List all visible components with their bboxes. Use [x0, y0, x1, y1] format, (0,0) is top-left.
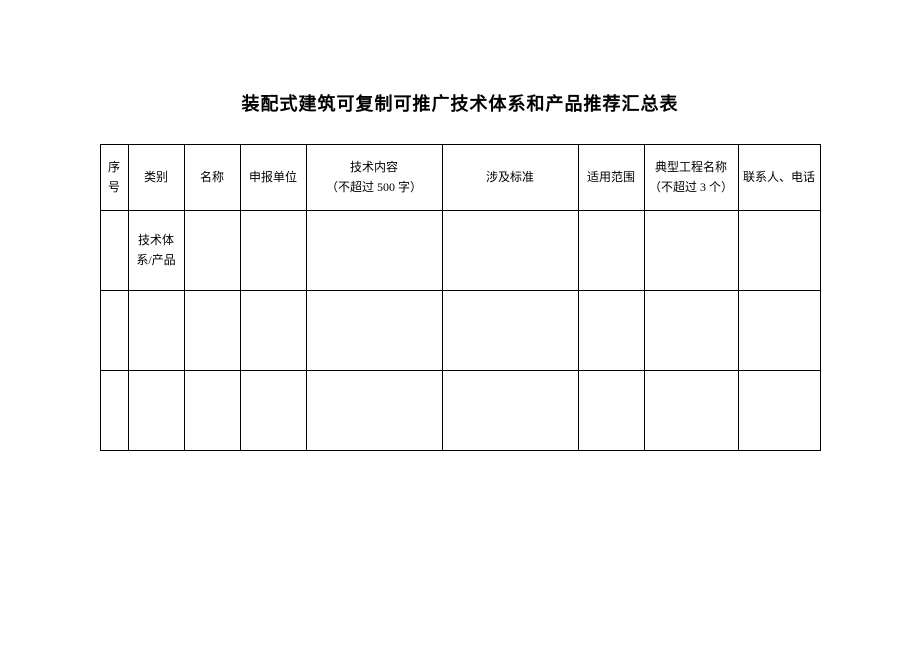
cell-seq [100, 371, 128, 451]
cell-unit [240, 211, 306, 291]
cell-project [644, 211, 738, 291]
page-title: 装配式建筑可复制可推广技术体系和产品推荐汇总表 [242, 90, 679, 116]
table-header-row: 序号 类别 名称 申报单位 技术内容（不超过 500 字） 涉及标准 适用范围 … [100, 145, 820, 211]
cell-tech [306, 371, 442, 451]
col-header-standard: 涉及标准 [442, 145, 578, 211]
summary-table: 序号 类别 名称 申报单位 技术内容（不超过 500 字） 涉及标准 适用范围 … [100, 144, 821, 451]
cell-contact [738, 291, 820, 371]
cell-contact [738, 211, 820, 291]
cell-contact [738, 371, 820, 451]
cell-scope [578, 211, 644, 291]
col-header-scope: 适用范围 [578, 145, 644, 211]
cell-scope [578, 291, 644, 371]
table-row [100, 371, 820, 451]
col-header-unit: 申报单位 [240, 145, 306, 211]
table-row [100, 291, 820, 371]
cell-tech [306, 211, 442, 291]
cell-standard [442, 291, 578, 371]
cell-seq [100, 211, 128, 291]
cell-project [644, 291, 738, 371]
cell-category [128, 371, 184, 451]
col-header-name: 名称 [184, 145, 240, 211]
cell-seq [100, 291, 128, 371]
col-header-contact: 联系人、电话 [738, 145, 820, 211]
cell-unit [240, 371, 306, 451]
cell-category: 技术体系/产品 [128, 211, 184, 291]
cell-name [184, 291, 240, 371]
cell-unit [240, 291, 306, 371]
cell-name [184, 211, 240, 291]
col-header-tech: 技术内容（不超过 500 字） [306, 145, 442, 211]
cell-scope [578, 371, 644, 451]
cell-standard [442, 371, 578, 451]
cell-name [184, 371, 240, 451]
col-header-seq: 序号 [100, 145, 128, 211]
col-header-project: 典型工程名称（不超过 3 个） [644, 145, 738, 211]
cell-project [644, 371, 738, 451]
cell-tech [306, 291, 442, 371]
cell-category [128, 291, 184, 371]
col-header-category: 类别 [128, 145, 184, 211]
table-row: 技术体系/产品 [100, 211, 820, 291]
cell-standard [442, 211, 578, 291]
